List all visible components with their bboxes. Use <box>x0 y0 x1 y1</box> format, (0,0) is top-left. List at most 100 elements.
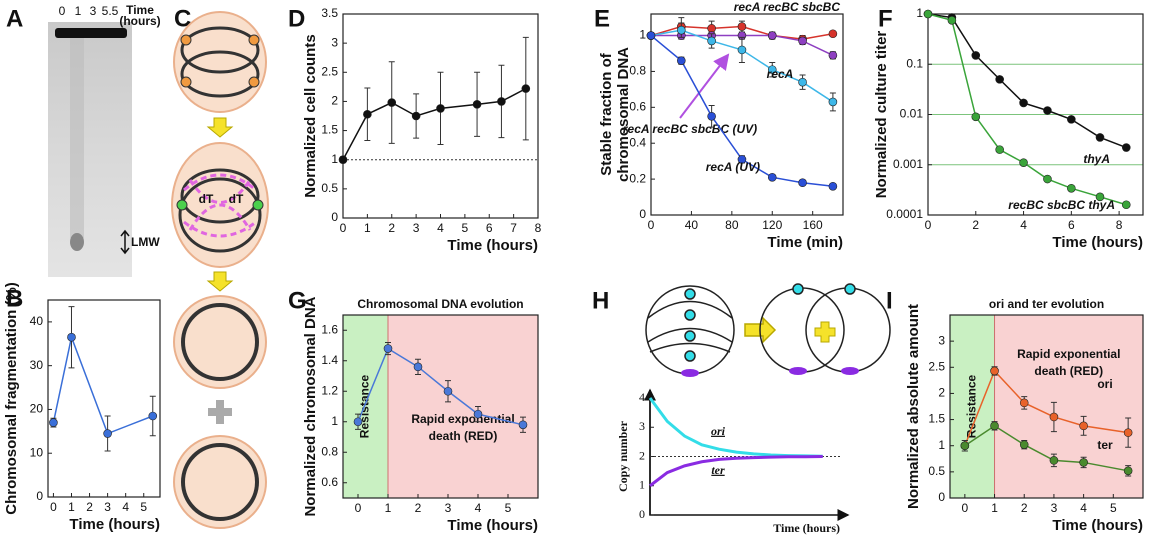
y-axis-label: chromosomal DNA <box>615 47 632 182</box>
data-point <box>677 56 686 65</box>
data-point <box>338 155 348 165</box>
y-axis-label: Normalized absolute amount <box>905 304 922 509</box>
data-point <box>436 104 445 113</box>
data-point <box>1067 183 1076 193</box>
data-point <box>971 112 981 122</box>
plot-frame <box>949 314 1144 499</box>
data-point <box>472 100 482 109</box>
y-tick-label: 0.6 <box>321 475 338 489</box>
x-tick-label: 6 <box>486 221 493 235</box>
plot-frame <box>650 13 844 216</box>
y-tick-label: 2 <box>331 94 338 108</box>
chart-title: ori and ter evolution <box>989 297 1104 311</box>
data-point <box>971 51 981 60</box>
y-axis-label: Stable fraction of <box>598 52 615 176</box>
data-point <box>707 111 716 121</box>
y-axis-label: Copy number <box>616 420 630 492</box>
series-line <box>964 424 1129 472</box>
x-tick-label: 0 <box>340 221 347 235</box>
x-tick-label: 2 <box>388 221 395 235</box>
data-point <box>67 332 76 342</box>
data-point <box>1095 133 1105 142</box>
data-point <box>646 31 656 40</box>
data-point <box>1019 440 1029 449</box>
x-axis-label: Time (min) <box>767 234 843 251</box>
x-tick-label: 4 <box>475 501 482 515</box>
data-point <box>707 36 716 46</box>
y-axis-label: Normalized cell counts <box>302 34 319 197</box>
data-point <box>767 173 777 182</box>
y-tick-label: 0.5 <box>321 181 338 195</box>
data-point <box>1079 421 1088 431</box>
cell-diagram: dT dT <box>171 11 269 529</box>
x-tick-label: 4 <box>437 221 444 235</box>
data-point <box>947 15 957 25</box>
panel-letter: F <box>878 5 893 32</box>
x-axis-label: Time (hours) <box>773 521 840 535</box>
x-tick-label: 2 <box>1021 501 1028 515</box>
data-point <box>798 77 807 87</box>
x-tick-label: 2 <box>415 501 422 515</box>
y-tick-label: 0.8 <box>321 444 338 458</box>
region-label: Rapid exponential <box>411 412 514 426</box>
x-tick-label: 4 <box>1080 501 1087 515</box>
y-tick-label: 4 <box>639 390 645 404</box>
x-tick-label: 2 <box>972 218 979 232</box>
y-tick-label: 3.5 <box>321 6 338 20</box>
x-tick-label: 0 <box>355 501 362 515</box>
y-tick-label: 1 <box>639 478 645 492</box>
marker-label: LMW <box>131 235 160 249</box>
y-tick-label: 0.2 <box>629 171 646 185</box>
series-line <box>927 13 1127 149</box>
y-tick-label: 10 <box>30 445 44 459</box>
y-tick-label: 1 <box>639 28 646 42</box>
region-label: death (RED) <box>429 429 498 443</box>
series-label: recA <box>767 67 794 81</box>
data-point <box>677 25 686 35</box>
series-line <box>927 13 1127 206</box>
y-tick-label: 3 <box>938 333 945 347</box>
y-tick-label: 0 <box>938 490 945 504</box>
series-line <box>648 397 823 458</box>
data-point <box>737 155 747 164</box>
y-tick-label: 0.4 <box>629 135 646 149</box>
panel-letter: I <box>886 287 893 314</box>
x-tick-label: 5 <box>1110 501 1117 515</box>
data-point <box>1019 98 1028 108</box>
y-tick-label: 1.5 <box>321 123 338 137</box>
y-tick-label: 1 <box>938 438 945 452</box>
data-point <box>383 344 393 353</box>
data-point <box>1043 174 1052 184</box>
y-tick-label: 2.5 <box>321 64 338 78</box>
y-tick-label: 3 <box>639 419 645 433</box>
x-tick-label: 2 <box>86 500 93 514</box>
data-point <box>518 420 528 430</box>
data-point <box>353 417 363 427</box>
x-tick-label: 3 <box>445 501 452 515</box>
data-point <box>1121 143 1131 152</box>
data-point <box>737 22 747 31</box>
series-line <box>357 347 524 426</box>
x-tick-label: 1 <box>364 221 371 235</box>
y-tick-label: 0 <box>36 489 43 503</box>
series-label: thyA <box>1083 152 1110 166</box>
y-tick-label: 1 <box>916 6 923 20</box>
time-label: (hours) <box>119 14 160 28</box>
x-tick-label: 8 <box>1116 218 1123 232</box>
series-line <box>52 334 154 435</box>
y-tick-label: 0 <box>331 210 338 224</box>
data-point <box>1049 456 1059 465</box>
data-point <box>1049 412 1059 422</box>
panel-letter: G <box>288 287 307 314</box>
panel-letter: C <box>174 5 191 32</box>
series-line <box>649 455 823 487</box>
series-label: recA recBC sbcBC (UV) <box>623 122 757 136</box>
y-tick-label: 0.001 <box>893 157 923 171</box>
y-tick-label: 1 <box>331 152 338 166</box>
lane-label: 0 <box>59 4 66 18</box>
x-tick-label: 0 <box>648 218 655 232</box>
x-tick-label: 120 <box>762 218 782 232</box>
series-label: recBC sbcBC thyA <box>1008 198 1115 212</box>
data-point <box>497 97 506 106</box>
data-point <box>990 421 999 431</box>
